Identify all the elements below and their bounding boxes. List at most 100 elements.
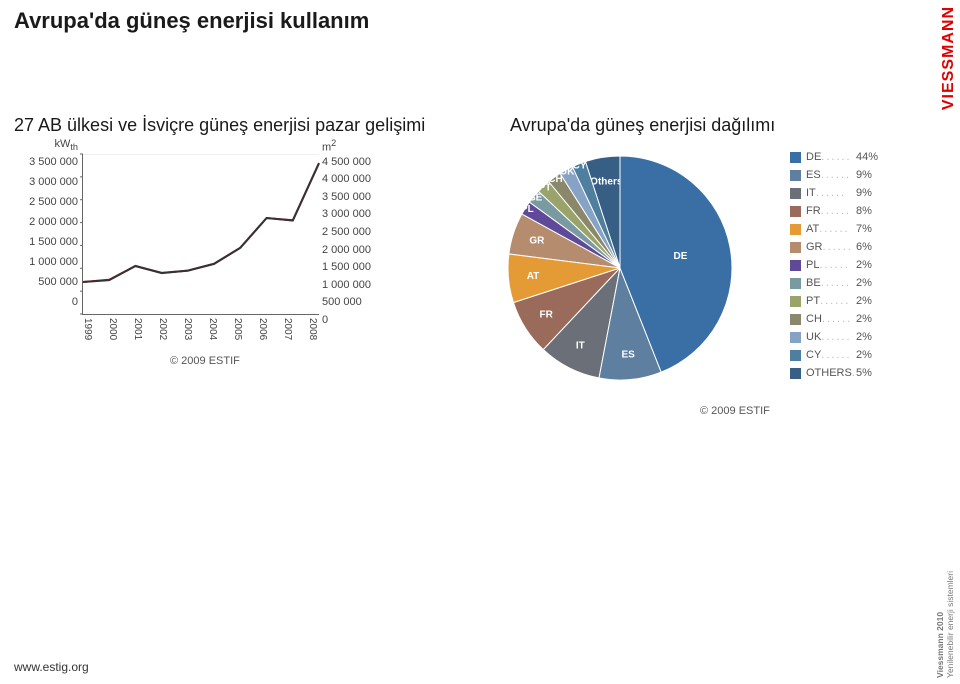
pie-label-fr: FR bbox=[540, 309, 554, 320]
legend-pct: 9% bbox=[856, 187, 872, 199]
legend-pct: 44% bbox=[856, 151, 878, 163]
legend-row-be: BE......2% bbox=[790, 274, 878, 292]
line-chart-svg bbox=[83, 154, 319, 314]
x-tick: 2003 bbox=[182, 318, 193, 340]
legend-swatch bbox=[790, 278, 801, 289]
legend-code: PT...... bbox=[806, 295, 856, 307]
legend-pct: 7% bbox=[856, 223, 872, 235]
x-tick: 2004 bbox=[207, 318, 218, 340]
legend-row-pl: PL......2% bbox=[790, 256, 878, 274]
legend-pct: 5% bbox=[856, 367, 872, 379]
legend-row-at: AT......7% bbox=[790, 220, 878, 238]
legend-pct: 2% bbox=[856, 259, 872, 271]
legend-row-ch: CH......2% bbox=[790, 310, 878, 328]
legend-pct: 2% bbox=[856, 295, 872, 307]
legend-swatch bbox=[790, 152, 801, 163]
pie-label-at: AT bbox=[527, 271, 540, 282]
legend-row-de: DE......44% bbox=[790, 148, 878, 166]
pie-label-es: ES bbox=[622, 350, 636, 361]
y-right-tick: 4 000 000 bbox=[322, 171, 390, 189]
y-right-tick: 4 500 000 bbox=[322, 154, 390, 172]
pie-label-de: DE bbox=[674, 251, 688, 262]
legend-pct: 2% bbox=[856, 349, 872, 361]
legend-swatch bbox=[790, 242, 801, 253]
x-tick: 2002 bbox=[157, 318, 168, 340]
footer-line: Yenilenebilir enerji sistemleri bbox=[946, 571, 956, 678]
y-left-tick: 3 000 000 bbox=[10, 172, 78, 192]
legend-code: FR...... bbox=[806, 205, 856, 217]
legend-code: GR...... bbox=[806, 241, 856, 253]
y-axis-right: m24 500 0004 000 0003 500 0003 000 0002 … bbox=[322, 138, 390, 330]
x-tick: 2001 bbox=[132, 318, 143, 340]
legend-swatch bbox=[790, 188, 801, 199]
legend-swatch bbox=[790, 170, 801, 181]
left-chart-title: 27 AB ülkesi ve İsviçre güneş enerjisi p… bbox=[14, 115, 425, 136]
legend-swatch bbox=[790, 296, 801, 307]
footer-copyright: Viessmann 2010Yenilenebilir enerji siste… bbox=[936, 571, 956, 678]
x-tick: 1999 bbox=[82, 318, 93, 340]
y-left-tick: 500 000 bbox=[10, 272, 78, 292]
brand-logo: VIESSMANN bbox=[940, 6, 958, 110]
x-tick: 2005 bbox=[232, 318, 243, 340]
legend-pct: 6% bbox=[856, 241, 872, 253]
legend-pct: 2% bbox=[856, 331, 872, 343]
x-axis-ticks: 1999200020012002200320042005200620072008 bbox=[82, 318, 318, 340]
legend-code: PL...... bbox=[806, 259, 856, 271]
legend-row-others: OTHERS..5% bbox=[790, 364, 878, 382]
legend-swatch bbox=[790, 332, 801, 343]
legend-swatch bbox=[790, 260, 801, 271]
legend-swatch bbox=[790, 350, 801, 361]
y-left-tick: 1 000 000 bbox=[10, 252, 78, 272]
legend-code: CH...... bbox=[806, 313, 856, 325]
legend-code: UK...... bbox=[806, 331, 856, 343]
y-axis-left: kWth3 500 0003 000 0002 500 0002 000 000… bbox=[10, 138, 78, 312]
x-tick: 2007 bbox=[282, 318, 293, 340]
y-right-unit: m2 bbox=[322, 138, 390, 154]
footer-url: www.estig.org bbox=[14, 660, 89, 674]
y-right-tick: 0 bbox=[322, 312, 390, 330]
pie-label-cy: CY bbox=[573, 161, 587, 172]
legend-code: AT...... bbox=[806, 223, 856, 235]
pie-label-pl: PL bbox=[521, 204, 534, 215]
pie-label-gr: GR bbox=[529, 236, 545, 247]
distribution-pie-chart: OthersCYUKCHPTBEPLGRATFRITESDE © 2009 ES… bbox=[490, 150, 780, 400]
y-left-tick: 0 bbox=[10, 292, 78, 312]
pie-label-be: BE bbox=[528, 193, 542, 204]
legend-row-es: ES......9% bbox=[790, 166, 878, 184]
y-left-tick: 3 500 000 bbox=[10, 152, 78, 172]
y-right-tick: 500 000 bbox=[322, 294, 390, 312]
pie-label-others: Others bbox=[590, 176, 623, 187]
y-right-tick: 3 000 000 bbox=[322, 206, 390, 224]
legend-row-gr: GR......6% bbox=[790, 238, 878, 256]
y-left-tick: 1 500 000 bbox=[10, 232, 78, 252]
page-title: Avrupa'da güneş enerjisi kullanım bbox=[14, 8, 369, 34]
legend-row-pt: PT......2% bbox=[790, 292, 878, 310]
legend-pct: 2% bbox=[856, 277, 872, 289]
pie-label-it: IT bbox=[576, 340, 585, 351]
legend-code: BE...... bbox=[806, 277, 856, 289]
right-chart-title: Avrupa'da güneş enerjisi dağılımı bbox=[510, 115, 775, 136]
pie-legend: DE......44%ES......9%IT......9%FR......8… bbox=[790, 148, 878, 382]
y-right-tick: 1 000 000 bbox=[322, 277, 390, 295]
legend-row-cy: CY......2% bbox=[790, 346, 878, 364]
chart-credit: © 2009 ESTIF bbox=[170, 355, 240, 367]
legend-code: DE...... bbox=[806, 151, 856, 163]
legend-code: CY...... bbox=[806, 349, 856, 361]
x-tick: 2008 bbox=[307, 318, 318, 340]
y-left-tick: 2 500 000 bbox=[10, 192, 78, 212]
pie-credit: © 2009 ESTIF bbox=[700, 405, 770, 417]
legend-swatch bbox=[790, 314, 801, 325]
legend-code: OTHERS.. bbox=[806, 367, 856, 379]
y-left-tick: 2 000 000 bbox=[10, 212, 78, 232]
legend-code: ES...... bbox=[806, 169, 856, 181]
legend-code: IT...... bbox=[806, 187, 856, 199]
line-series-m2 bbox=[83, 163, 319, 282]
y-left-unit: kWth bbox=[10, 138, 78, 152]
legend-row-uk: UK......2% bbox=[790, 328, 878, 346]
legend-pct: 9% bbox=[856, 169, 872, 181]
y-right-tick: 2 500 000 bbox=[322, 224, 390, 242]
x-tick: 2006 bbox=[257, 318, 268, 340]
y-right-tick: 3 500 000 bbox=[322, 189, 390, 207]
legend-pct: 2% bbox=[856, 313, 872, 325]
legend-row-it: IT......9% bbox=[790, 184, 878, 202]
